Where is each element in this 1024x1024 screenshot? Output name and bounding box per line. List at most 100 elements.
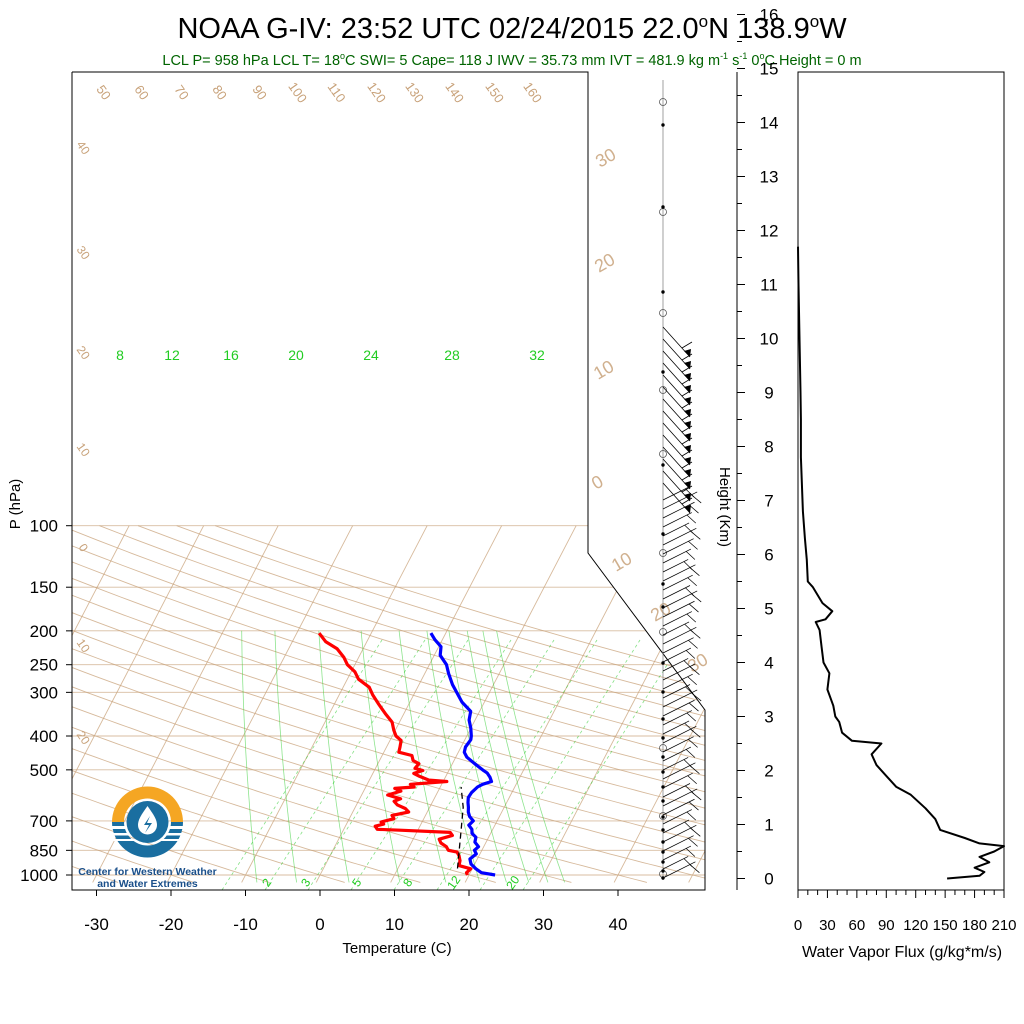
dry-adiabat-line <box>72 525 705 883</box>
isotherm-label: 10 <box>590 356 617 383</box>
wind-barb <box>662 772 693 789</box>
mixing-ratio-line <box>448 630 507 883</box>
mixing-ratio-label: 28 <box>444 347 460 363</box>
wind-barb-feather <box>689 702 699 712</box>
flux-tick-label: 60 <box>849 917 866 934</box>
adiabat-label: 10 <box>74 440 93 459</box>
flux-tick-label: 210 <box>991 917 1016 934</box>
wind-level-dot <box>661 690 665 694</box>
mixing-ratio-line <box>274 630 297 883</box>
mixing-ratio-line <box>496 630 566 883</box>
wind-barb-feather <box>681 353 693 361</box>
x-tick-label: -20 <box>159 915 184 934</box>
height-tick-label: 10 <box>760 330 779 349</box>
height-tick-label: 13 <box>760 168 779 187</box>
wind-barb-feather <box>681 365 693 373</box>
wind-barb <box>662 856 689 870</box>
isotherm-line <box>390 525 577 883</box>
isotherm-line <box>688 525 705 883</box>
dry-adiabat-line <box>72 525 648 883</box>
wind-barb-feather <box>681 425 693 433</box>
isotherm-line <box>464 525 652 883</box>
wind-barb <box>662 548 692 564</box>
adiabat-label: 80 <box>209 82 230 102</box>
mixing-ratio-line <box>241 630 258 883</box>
wind-barb-feather <box>691 692 702 702</box>
isotherm-label: 0 <box>588 471 607 493</box>
wind-barb <box>662 710 692 726</box>
wind-level-dot <box>661 799 665 803</box>
wind-barb <box>662 637 694 654</box>
dry-adiabat-line <box>72 525 496 883</box>
wind-barb <box>662 585 691 600</box>
moist-adiabat-line <box>393 639 555 890</box>
wind-level-dot <box>661 532 665 536</box>
wind-barb <box>662 699 695 717</box>
wind-barb <box>662 845 692 861</box>
height-tick-label: 12 <box>760 222 779 241</box>
x-tick-label: 0 <box>315 915 324 934</box>
x-axis-title: Temperature (C) <box>342 940 451 957</box>
wind-barb-feather <box>681 389 693 397</box>
height-tick-label: 7 <box>764 492 773 511</box>
mixing-ratio-line <box>360 630 401 883</box>
wind-barb-feather <box>681 449 693 457</box>
moist-adiabat-line <box>479 639 641 890</box>
wind-barb-feather <box>681 461 693 469</box>
dry-adiabat-line <box>72 525 705 883</box>
isotherm-line <box>166 525 354 883</box>
dry-adiabat-line <box>72 525 705 883</box>
y-tick-label: 1000 <box>20 866 58 885</box>
moist-adiabat-line <box>264 639 426 890</box>
x-tick-label: -10 <box>233 915 258 934</box>
wind-barb <box>662 762 696 780</box>
dry-adiabat-line <box>72 525 421 883</box>
wind-barb-feather <box>688 541 698 550</box>
wind-barb <box>662 590 698 609</box>
wind-barb-pennant <box>684 409 691 417</box>
wind-barb-feather <box>690 828 701 837</box>
dry-adiabat-line <box>72 525 705 883</box>
wind-barb-feather <box>689 567 700 576</box>
wind-barb <box>662 491 698 510</box>
skewt-axes: -30 -20 -10 0 10 20 30 40 100 150 200 250 300 400 500 7… <box>7 479 627 957</box>
wind-barb <box>662 621 690 636</box>
height-tick-label: 9 <box>764 384 773 403</box>
isotherm-label: 20 <box>647 598 674 625</box>
wind-barb-feather <box>686 650 696 659</box>
wind-barb <box>662 538 694 555</box>
wind-barb <box>662 611 692 627</box>
wind-level-dot <box>661 123 665 127</box>
wind-barb <box>662 559 689 573</box>
height-tick-label: 15 <box>760 60 779 79</box>
wind-barb-pennant <box>684 457 691 465</box>
adiabat-label: 160 <box>520 79 545 105</box>
height-tick-label: 6 <box>764 546 773 565</box>
wind-barb <box>662 522 690 537</box>
mixing-ratio-label: 2 <box>259 876 274 890</box>
y-tick-label: 300 <box>30 683 58 702</box>
adiabat-label: 90 <box>249 82 270 102</box>
wind-barb-pennant <box>684 445 691 453</box>
wind-barb <box>662 501 695 519</box>
flux-tick-label: 180 <box>962 917 987 934</box>
logo-emblem-icon <box>112 786 183 858</box>
wind-level-dot <box>661 605 665 609</box>
wind-barb <box>662 788 698 807</box>
wind-barb-feather <box>689 765 700 774</box>
calm-wind-circle <box>659 450 667 458</box>
wind-barb <box>662 809 692 825</box>
y-tick-label: 400 <box>30 727 58 746</box>
dry-adiabat-line <box>72 525 705 883</box>
mixing-ratio-label: 16 <box>223 347 239 363</box>
wind-level-dot <box>661 370 665 374</box>
wind-barb-feather <box>681 401 693 409</box>
logo-caption-line1: Center for Western Weather <box>78 866 217 878</box>
wind-barb-pennant <box>684 421 691 429</box>
x-tick-label: 40 <box>609 915 628 934</box>
wind-barb <box>662 528 697 546</box>
dry-adiabat-line <box>72 525 705 883</box>
wind-level-dot <box>661 736 665 740</box>
